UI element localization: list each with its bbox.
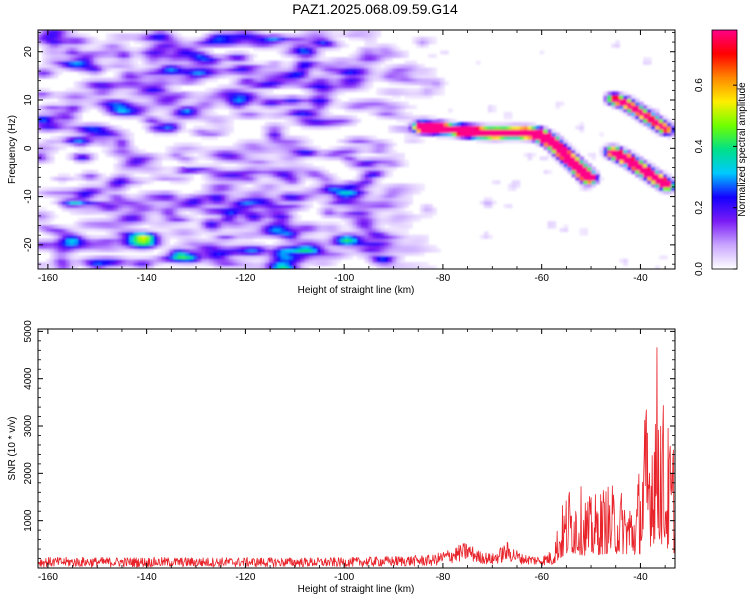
colorbar-ticks: 0.0 0.2 0.4 0.6 (694, 78, 737, 276)
chart-title: PAZ1.2025.068.09.59.G14 (292, 1, 458, 17)
heatmap-x-tick-label: -60 (534, 273, 549, 284)
heatmap-x-axis-label: Height of straight line (km) (298, 285, 415, 296)
snr-x-tick-label: -160 (38, 572, 58, 583)
snr-y-tick-label: 3000 (23, 414, 34, 437)
snr-y-tick-label: 4000 (23, 367, 34, 390)
snr-x-tick-label: -60 (534, 572, 549, 583)
snr-x-tick-label: -100 (334, 572, 354, 583)
snr-series-line (38, 347, 675, 568)
colorbar-tick-label: 0.0 (694, 262, 705, 276)
colorbar-label: Normalized spectral amplitude (737, 82, 748, 217)
snr-x-axis-label: Height of straight line (km) (298, 584, 415, 595)
heatmap-x-tick-label: -160 (38, 273, 58, 284)
heatmap-y-axis-label: Frequency (Hz) (7, 115, 18, 184)
heatmap-y-tick-label: -20 (23, 237, 34, 252)
heatmap-y-tick-label: 20 (23, 46, 34, 58)
snr-y-tick-label: 1000 (23, 509, 34, 532)
snr-frame (37, 328, 676, 569)
heatmap-x-tick-label: -120 (235, 273, 255, 284)
snr-panel: -160 -140 -120 -100 -80 -60 -40 1000 2000 3000 400… (7, 320, 676, 595)
snr-x-tick-label: -80 (436, 572, 451, 583)
colorbar: 0.0 0.2 0.4 0.6 Normalized spectral amplitu… (694, 29, 748, 276)
colorbar-gradient (711, 29, 738, 270)
heatmap-y-tick-label: 10 (23, 94, 34, 106)
heatmap-y-tick-label: -10 (23, 189, 34, 204)
heatmap-y-tick-label: 0 (23, 145, 34, 151)
snr-x-tick-label: -120 (235, 572, 255, 583)
heatmap-x-tick-label: -140 (137, 273, 157, 284)
heatmap-frame (37, 29, 676, 270)
heatmap-x-tick-label: -80 (436, 273, 451, 284)
colorbar-tick-label: 0.2 (694, 200, 705, 214)
heatmap-cells (38, 30, 675, 269)
heatmap-x-tick-label: -100 (334, 273, 354, 284)
snr-y-axis-label: SNR (10 * v/v) (7, 417, 18, 481)
heatmap-x-tick-label: -40 (633, 273, 648, 284)
snr-y-tick-label: 2000 (23, 462, 34, 485)
snr-y-tick-label: 5000 (23, 320, 34, 343)
colorbar-tick-label: 0.6 (694, 78, 705, 92)
snr-x-tick-label: -40 (633, 572, 648, 583)
snr-x-tick-label: -140 (137, 572, 157, 583)
colorbar-tick-label: 0.4 (694, 139, 705, 153)
snr-plot-area (38, 329, 675, 568)
snr-axes: -160 -140 -120 -100 -80 -60 -40 1000 2000 3000 400… (23, 320, 675, 583)
